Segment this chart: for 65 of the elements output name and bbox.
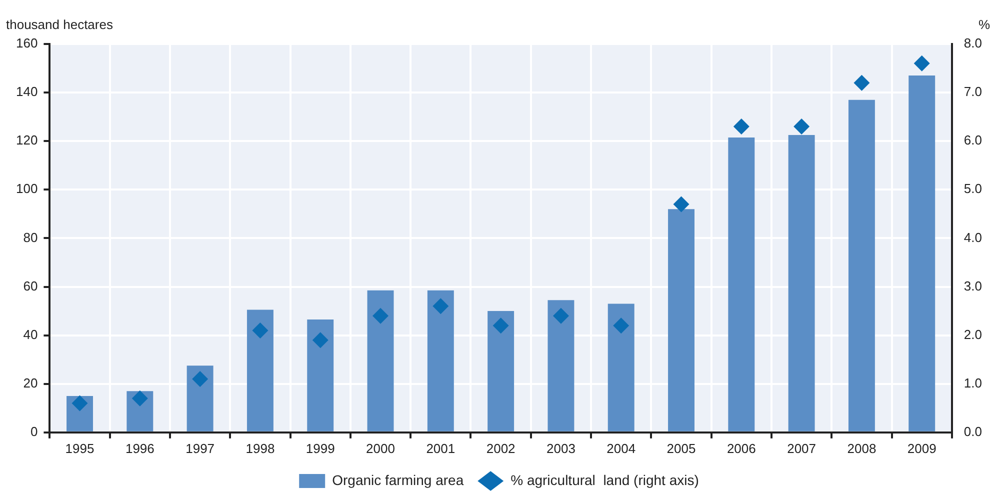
y-tick-label: 120: [16, 132, 38, 148]
point: [72, 395, 88, 412]
y2-axis-title: %: [978, 17, 990, 32]
y-tick-label: 40: [23, 326, 38, 342]
y-tick-label: 20: [23, 375, 38, 390]
bar: [728, 137, 755, 432]
bar: [246, 310, 274, 432]
y-tick-label: 160: [16, 36, 38, 51]
point: [914, 55, 930, 72]
x-tick-label: 2007: [787, 440, 816, 456]
point: [432, 298, 449, 314]
legend-label: % agricultural land (right axis): [510, 472, 699, 488]
x-tick-label: 2000: [366, 440, 395, 456]
y-tick-label: 80: [23, 230, 38, 245]
y2-tick-label: 8.0: [964, 36, 982, 51]
point: [372, 308, 389, 324]
bar: [848, 100, 875, 432]
y2-tick-label: 1.0: [964, 375, 982, 390]
y-tick-label: 140: [16, 84, 38, 100]
point: [854, 74, 870, 91]
y2-tick-label: 6.0: [964, 132, 982, 148]
y2-tick-label: 4.0: [964, 230, 982, 245]
x-tick-label: 2006: [726, 440, 756, 456]
y-tick-label: 100: [16, 181, 38, 196]
x-tick-label: 1999: [306, 440, 335, 456]
y-tick-label: 60: [23, 278, 38, 294]
point: [673, 196, 690, 212]
x-tick-label: 1996: [125, 440, 154, 456]
y-axis-title: thousand hectares: [6, 17, 114, 32]
point: [192, 370, 208, 387]
bar: [788, 135, 815, 432]
x-tick-label: 1995: [65, 440, 94, 456]
point: [733, 118, 750, 135]
x-tick-label: 1998: [246, 440, 275, 456]
bar: [908, 76, 936, 432]
bar: [186, 366, 214, 432]
y2-tick-label: 7.0: [964, 84, 982, 100]
bar: [548, 300, 574, 432]
point: [552, 308, 569, 324]
point: [252, 322, 268, 338]
x-tick-label: 2002: [486, 440, 516, 456]
bar: [608, 304, 634, 432]
x-tick-label: 2005: [666, 440, 696, 456]
x-tick-label: 2009: [907, 440, 936, 456]
point: [492, 318, 509, 334]
y2-tick-label: 0.0: [964, 424, 982, 439]
x-tick-label: 2003: [546, 440, 576, 456]
x-tick-label: 1997: [186, 440, 215, 456]
x-tick-label: 2001: [426, 440, 456, 456]
point: [794, 118, 810, 135]
y-tick-label: 0: [30, 424, 38, 439]
legend-label: Organic farming area: [332, 472, 464, 488]
point: [132, 390, 148, 406]
y2-tick-label: 5.0: [964, 181, 982, 196]
bar: [488, 311, 514, 432]
bar: [427, 290, 454, 432]
bar: [307, 320, 334, 432]
y2-tick-label: 2.0: [964, 326, 982, 342]
bar: [367, 290, 394, 432]
y2-tick-label: 3.0: [964, 278, 982, 294]
point: [312, 332, 328, 348]
bar: [668, 209, 694, 432]
x-tick-label: 2004: [606, 440, 636, 456]
point: [613, 318, 630, 334]
x-tick-label: 2008: [847, 440, 876, 456]
